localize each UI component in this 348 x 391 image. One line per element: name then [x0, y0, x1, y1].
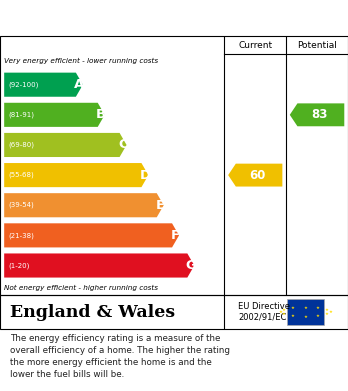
Text: (21-38): (21-38): [8, 232, 34, 239]
Polygon shape: [4, 103, 105, 127]
Text: ★: ★: [282, 312, 286, 316]
Text: F: F: [171, 229, 180, 242]
Text: 83: 83: [311, 108, 327, 121]
Text: B: B: [96, 108, 106, 121]
Text: Very energy efficient - lower running costs: Very energy efficient - lower running co…: [4, 58, 158, 64]
Text: ★: ★: [303, 305, 308, 310]
Text: ★: ★: [282, 308, 286, 312]
Text: G: G: [185, 259, 196, 272]
Text: (92-100): (92-100): [8, 81, 39, 88]
Text: A: A: [74, 78, 85, 91]
Polygon shape: [4, 163, 148, 187]
Text: ★: ★: [279, 310, 283, 314]
Text: ★: ★: [325, 312, 329, 316]
Text: ★: ★: [291, 314, 295, 318]
Text: ★: ★: [329, 310, 332, 314]
Text: (55-68): (55-68): [8, 172, 34, 178]
Text: ★: ★: [291, 306, 295, 310]
Polygon shape: [290, 103, 344, 126]
Text: ★: ★: [316, 306, 320, 310]
Text: England & Wales: England & Wales: [10, 303, 175, 321]
Text: E: E: [156, 199, 165, 212]
Text: ★: ★: [316, 314, 320, 318]
Bar: [287, 299, 324, 325]
Polygon shape: [4, 193, 164, 217]
Polygon shape: [4, 73, 83, 97]
Text: (39-54): (39-54): [8, 202, 34, 208]
Text: The energy efficiency rating is a measure of the
overall efficiency of a home. T: The energy efficiency rating is a measur…: [10, 334, 230, 378]
Polygon shape: [228, 164, 282, 187]
Text: C: C: [118, 138, 128, 151]
Polygon shape: [4, 253, 194, 278]
Text: Current: Current: [238, 41, 272, 50]
Text: EU Directive
2002/91/EC: EU Directive 2002/91/EC: [238, 302, 290, 322]
Text: (81-91): (81-91): [8, 111, 34, 118]
Text: ★: ★: [325, 308, 329, 312]
Text: Potential: Potential: [297, 41, 337, 50]
Text: (69-80): (69-80): [8, 142, 34, 148]
Polygon shape: [4, 133, 127, 157]
Text: D: D: [139, 169, 150, 181]
Text: 60: 60: [250, 169, 266, 181]
Text: (1-20): (1-20): [8, 262, 30, 269]
Text: Not energy efficient - higher running costs: Not energy efficient - higher running co…: [4, 285, 158, 291]
Text: Energy Efficiency Rating: Energy Efficiency Rating: [14, 11, 235, 25]
Polygon shape: [4, 223, 179, 248]
Text: ★: ★: [303, 314, 308, 319]
